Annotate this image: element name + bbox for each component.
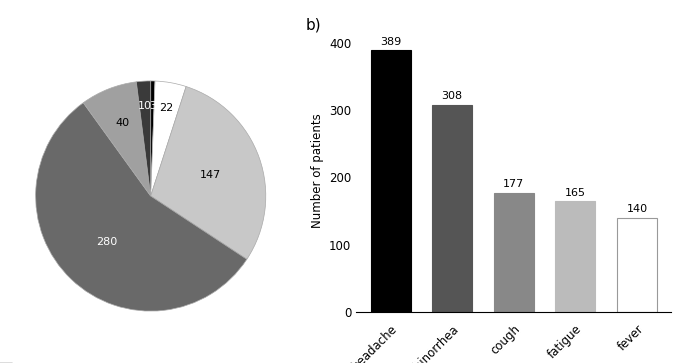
Text: 165: 165 — [565, 188, 586, 197]
Text: 10: 10 — [138, 101, 152, 111]
Wedge shape — [136, 81, 151, 196]
Wedge shape — [151, 81, 186, 196]
Wedge shape — [84, 82, 151, 196]
Text: 177: 177 — [503, 179, 525, 189]
Text: 140: 140 — [626, 204, 647, 215]
Text: 389: 389 — [380, 37, 401, 46]
Bar — [617, 218, 657, 312]
Bar — [371, 50, 410, 312]
Bar — [494, 193, 534, 312]
Legend: any symptom, 1 symptom, 2 symptoms, 3 symptoms, 4 symptoms, 5 symptoms: any symptom, 1 symptom, 2 symptoms, 3 sy… — [0, 359, 96, 363]
Text: b): b) — [306, 18, 321, 33]
Text: 22: 22 — [159, 103, 173, 113]
Wedge shape — [151, 81, 155, 196]
Wedge shape — [36, 103, 247, 311]
Text: 308: 308 — [442, 91, 462, 101]
Text: 147: 147 — [200, 170, 221, 180]
Y-axis label: Number of patients: Number of patients — [310, 113, 323, 228]
Text: 280: 280 — [97, 237, 118, 247]
Text: 3: 3 — [149, 101, 156, 111]
Bar — [432, 105, 472, 312]
Text: 40: 40 — [115, 118, 129, 128]
Bar — [556, 201, 595, 312]
Wedge shape — [151, 86, 266, 259]
